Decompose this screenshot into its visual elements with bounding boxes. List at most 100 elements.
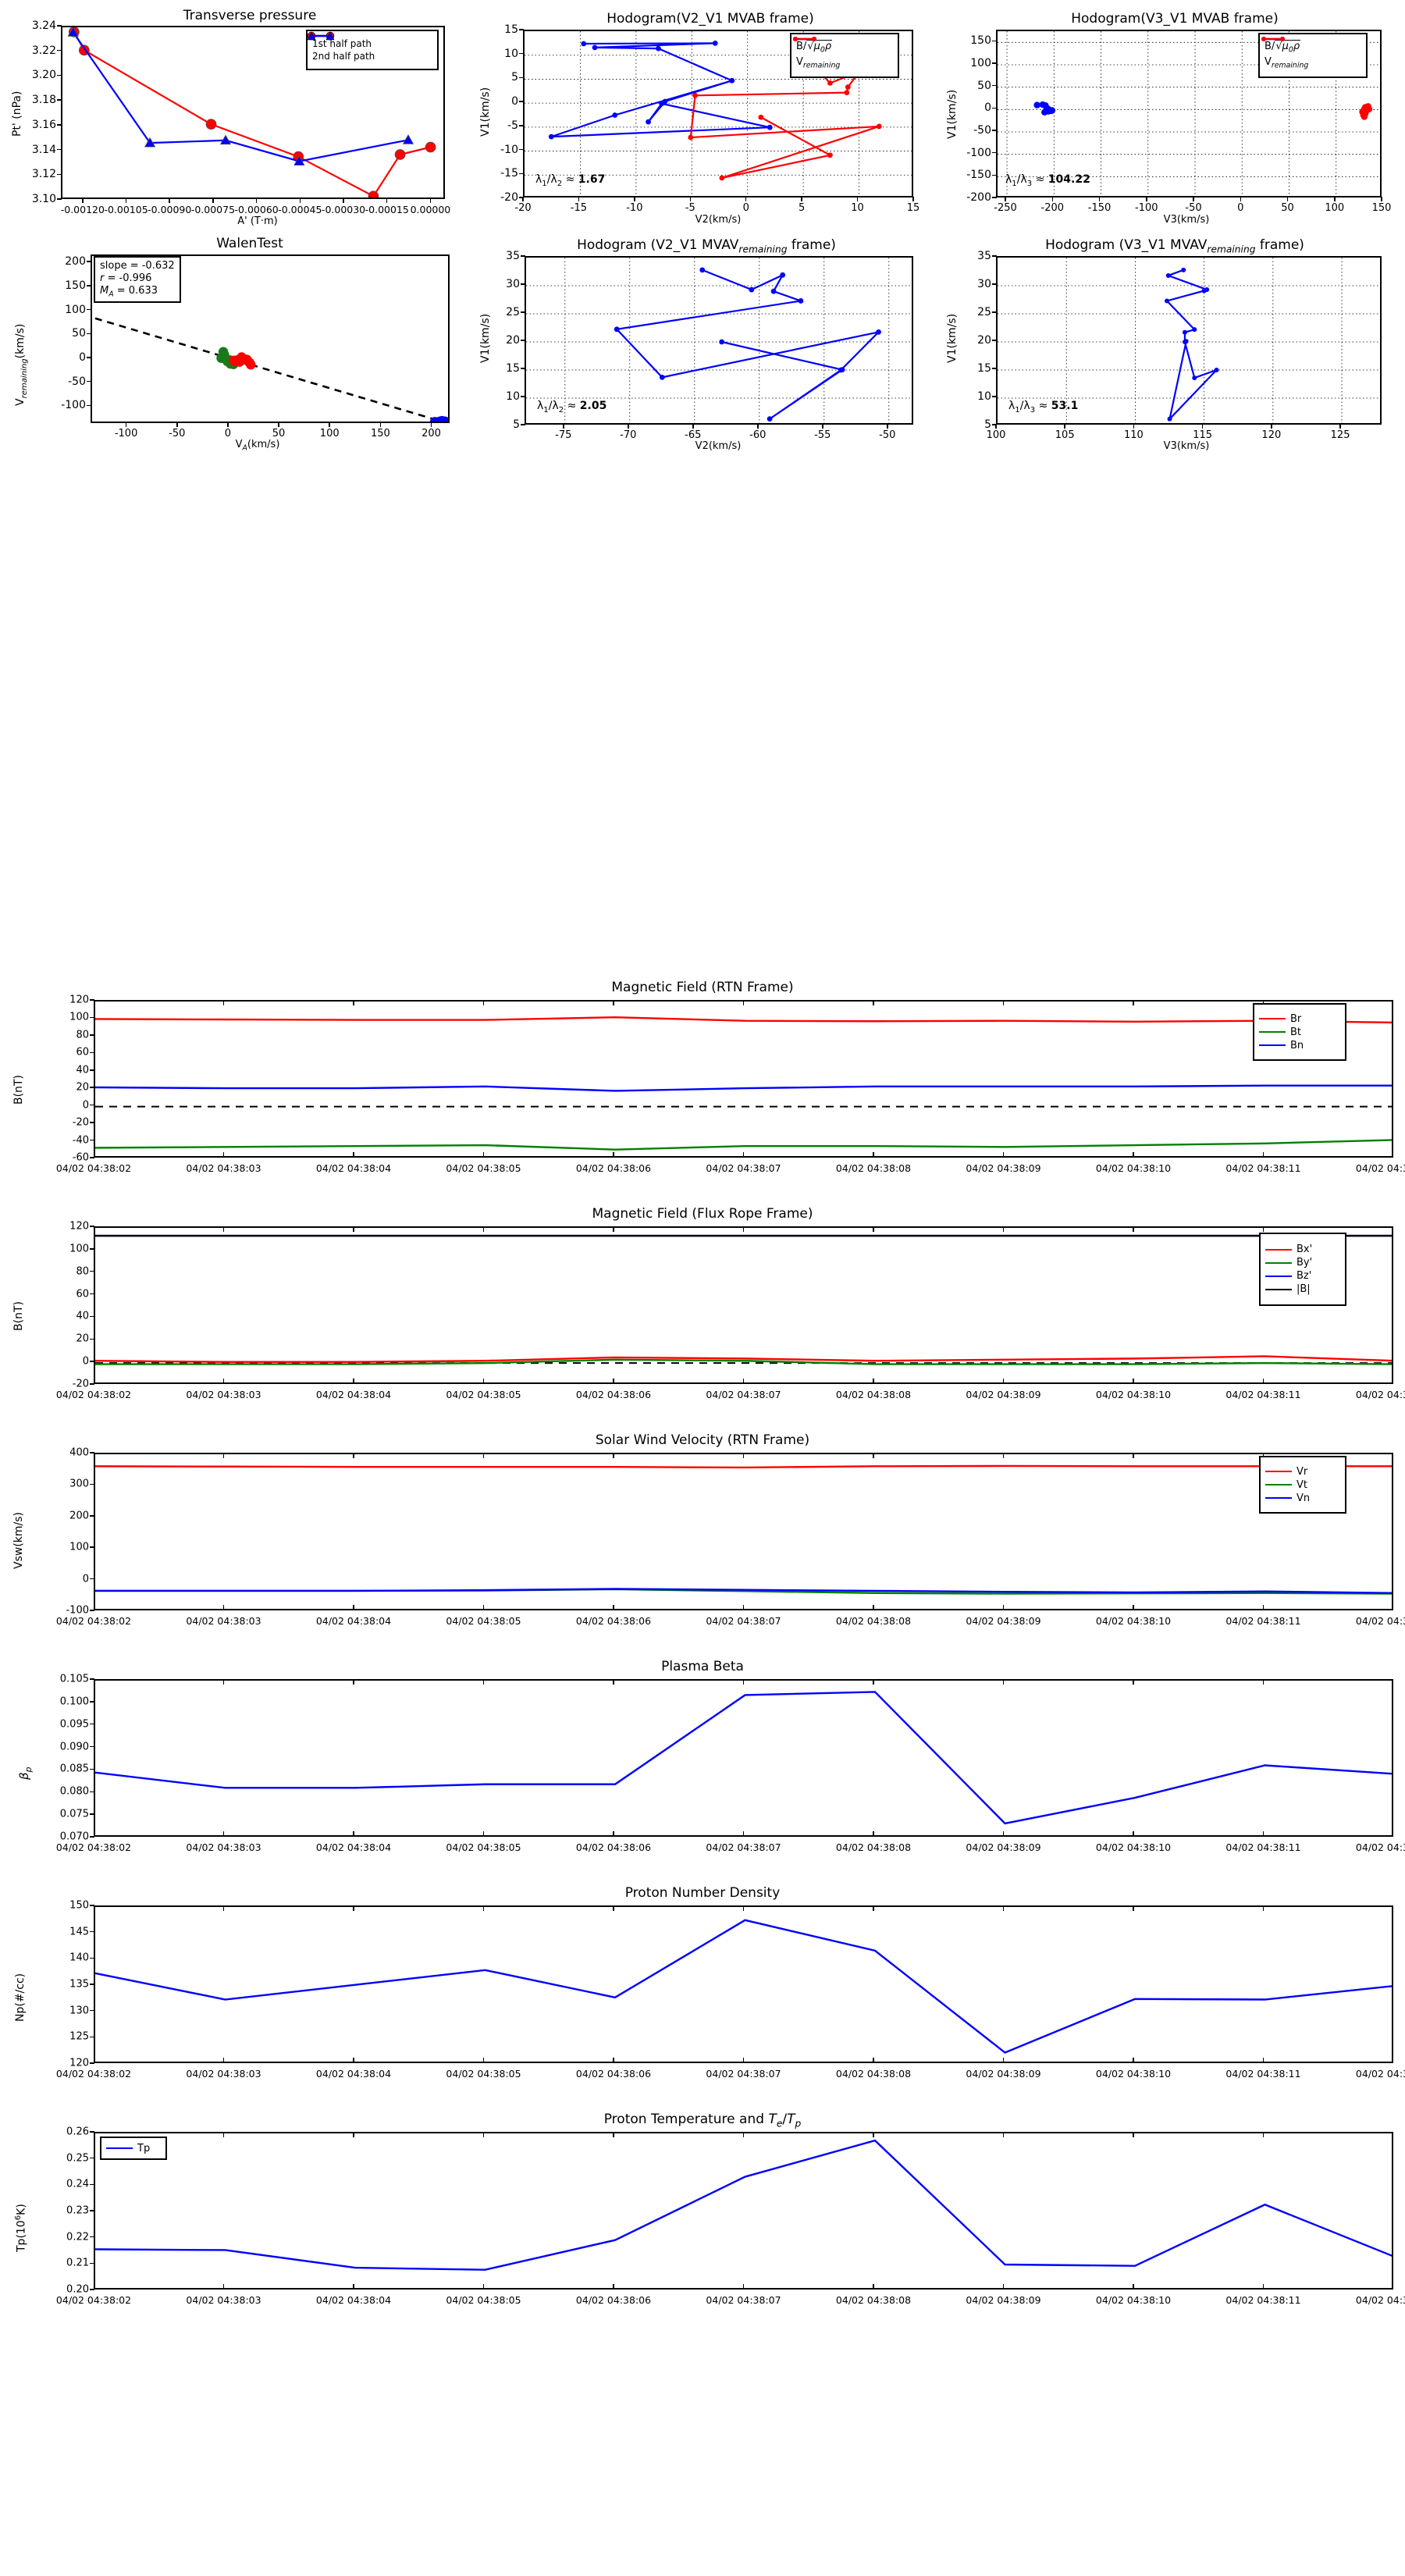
time-tick-label: 04/02 04:38:05 — [446, 1162, 521, 1174]
y-tick-mark — [519, 197, 524, 198]
legend-marker-triangle-blue — [307, 31, 335, 41]
y-tick-label: -50 — [68, 375, 86, 388]
x-tick-label: -0.00015 — [365, 204, 409, 215]
time-tick-label: 04/02 04:38:03 — [186, 2068, 261, 2080]
x-tick-mark — [353, 1379, 354, 1384]
legend-item-vn: Vn — [1265, 1493, 1340, 1504]
y-tick-label: 60 — [76, 1288, 89, 1300]
time-tick-label: 04/02 04:38:07 — [706, 1389, 781, 1400]
x-tick-mark — [1286, 197, 1289, 201]
time-tick-label: 04/02 04:38:04 — [315, 1162, 392, 1174]
x-tick-mark — [1051, 197, 1054, 201]
x-tick-mark — [578, 197, 580, 201]
plot-area — [525, 256, 913, 425]
x-tick-label: -0.00045 — [278, 204, 322, 215]
legend[interactable]: B/√μ0ρ Vremaining — [1258, 33, 1368, 78]
x-tick-label: -50 — [169, 428, 186, 439]
x-tick-mark — [222, 1379, 225, 1384]
y-tick-mark — [90, 2236, 94, 2238]
x-tick-mark — [1262, 1000, 1264, 1005]
y-tick-label: 5 — [511, 71, 518, 84]
x-tick-mark — [1146, 197, 1147, 201]
y-tick-label: 0.21 — [66, 2257, 89, 2269]
y-tick-label: -40 — [72, 1134, 89, 1147]
x-tick-mark — [482, 1226, 485, 1232]
plot-area — [94, 1453, 1393, 1610]
panel-hodogram-v2v1-mvab: Hodogram(V2_V1 MVAB frame) V1(km/s) -20-… — [468, 0, 937, 226]
y-tick-label: 3.14 — [31, 143, 56, 156]
y-tick-mark — [90, 1452, 94, 1453]
y-tick-mark — [57, 124, 62, 126]
x-tick-mark — [742, 2284, 745, 2290]
x-tick-label: -50 — [879, 429, 896, 441]
y-tick-label: 20 — [506, 334, 520, 347]
x-tick-mark — [1133, 1453, 1134, 1458]
panel-title: Hodogram (V3_V1 MVAVremaining frame) — [1045, 237, 1304, 255]
y-tick-mark — [57, 25, 62, 27]
y-tick-mark — [90, 1723, 94, 1725]
x-axis-label: A' (T·m) — [237, 215, 278, 227]
legend[interactable]: Vr Vt Vn — [1259, 1456, 1346, 1514]
x-tick-mark — [912, 197, 914, 201]
legend-label: Vn — [1297, 1492, 1311, 1504]
legend[interactable]: 1st half path 2nd half path — [306, 30, 439, 70]
y-tick-mark — [992, 424, 997, 425]
x-tick-mark — [873, 1379, 874, 1384]
y-tick-mark — [992, 311, 997, 313]
x-tick-mark — [995, 424, 997, 429]
y-tick-label: 100 — [65, 303, 86, 316]
time-tick-label: 04/02 04:38:07 — [706, 1841, 781, 1853]
time-tick-label: 04/02 04:38:03 — [186, 1162, 261, 1174]
y-tick-label: 3.16 — [31, 118, 56, 131]
x-tick-mark — [482, 1605, 485, 1610]
legend[interactable]: Bx' By' Bz' |B| — [1259, 1233, 1346, 1306]
x-tick-mark — [222, 2058, 225, 2063]
legend[interactable]: Br Bt Bn — [1253, 1003, 1346, 1061]
legend-label: Bt — [1290, 1026, 1302, 1038]
x-tick-label: 150 — [370, 428, 390, 439]
plot-area — [996, 30, 1382, 197]
legend-label: |B| — [1297, 1283, 1311, 1295]
y-tick-label: 135 — [69, 1978, 89, 1991]
y-tick-mark — [521, 424, 525, 425]
y-tick-label: -5 — [507, 119, 518, 132]
y-tick-label: 0.23 — [66, 2204, 89, 2217]
time-tick-label: 04/02 04:38:12 — [1355, 2294, 1405, 2306]
time-tick-label: 04/02 04:38:09 — [966, 2068, 1041, 2080]
y-tick-label: 20 — [76, 1081, 89, 1094]
y-tick-mark — [90, 1226, 94, 1227]
y-axis-label: Tp(106K) — [14, 2204, 28, 2252]
x-tick-mark — [873, 2284, 874, 2290]
x-tick-mark — [353, 1905, 354, 1911]
legend[interactable]: Tp — [100, 2137, 167, 2160]
x-axis-label: V3(km/s) — [1163, 440, 1210, 452]
eigenvalue-annotation: λ1/λ3 ≈ 53.1 — [1008, 400, 1079, 415]
x-tick-label: -20 — [514, 202, 532, 214]
y-tick-mark — [90, 1701, 94, 1703]
x-tick-mark — [278, 422, 279, 427]
x-tick-mark — [1262, 1152, 1264, 1158]
x-tick-mark — [1133, 1000, 1134, 1005]
legend[interactable]: B/√μ0ρ Vremaining — [790, 33, 899, 78]
x-tick-label: -0.00090 — [148, 204, 192, 215]
y-tick-label: 3.24 — [31, 20, 56, 32]
y-axis-label: Vremaining(km/s) — [14, 323, 29, 406]
legend-line-bt — [1259, 1031, 1286, 1033]
plot-area — [996, 256, 1382, 425]
x-tick-mark — [613, 2132, 614, 2137]
x-tick-label: -100 — [1135, 202, 1158, 214]
x-tick-mark — [125, 198, 127, 203]
x-tick-mark — [1262, 1453, 1264, 1458]
y-tick-mark — [992, 396, 997, 397]
y-tick-label: 3.12 — [31, 168, 56, 181]
x-tick-mark — [613, 1152, 614, 1158]
time-tick-label: 04/02 04:38:10 — [1095, 2068, 1172, 2080]
x-tick-label: -250 — [994, 202, 1017, 214]
x-tick-mark — [742, 1453, 745, 1458]
y-tick-label: 100 — [69, 1011, 89, 1023]
y-tick-label: 120 — [69, 994, 89, 1006]
y-tick-mark — [90, 2157, 94, 2159]
x-tick-mark — [1240, 197, 1242, 201]
y-axis-label: B(nT) — [12, 1301, 25, 1331]
x-tick-label: -75 — [555, 429, 572, 441]
